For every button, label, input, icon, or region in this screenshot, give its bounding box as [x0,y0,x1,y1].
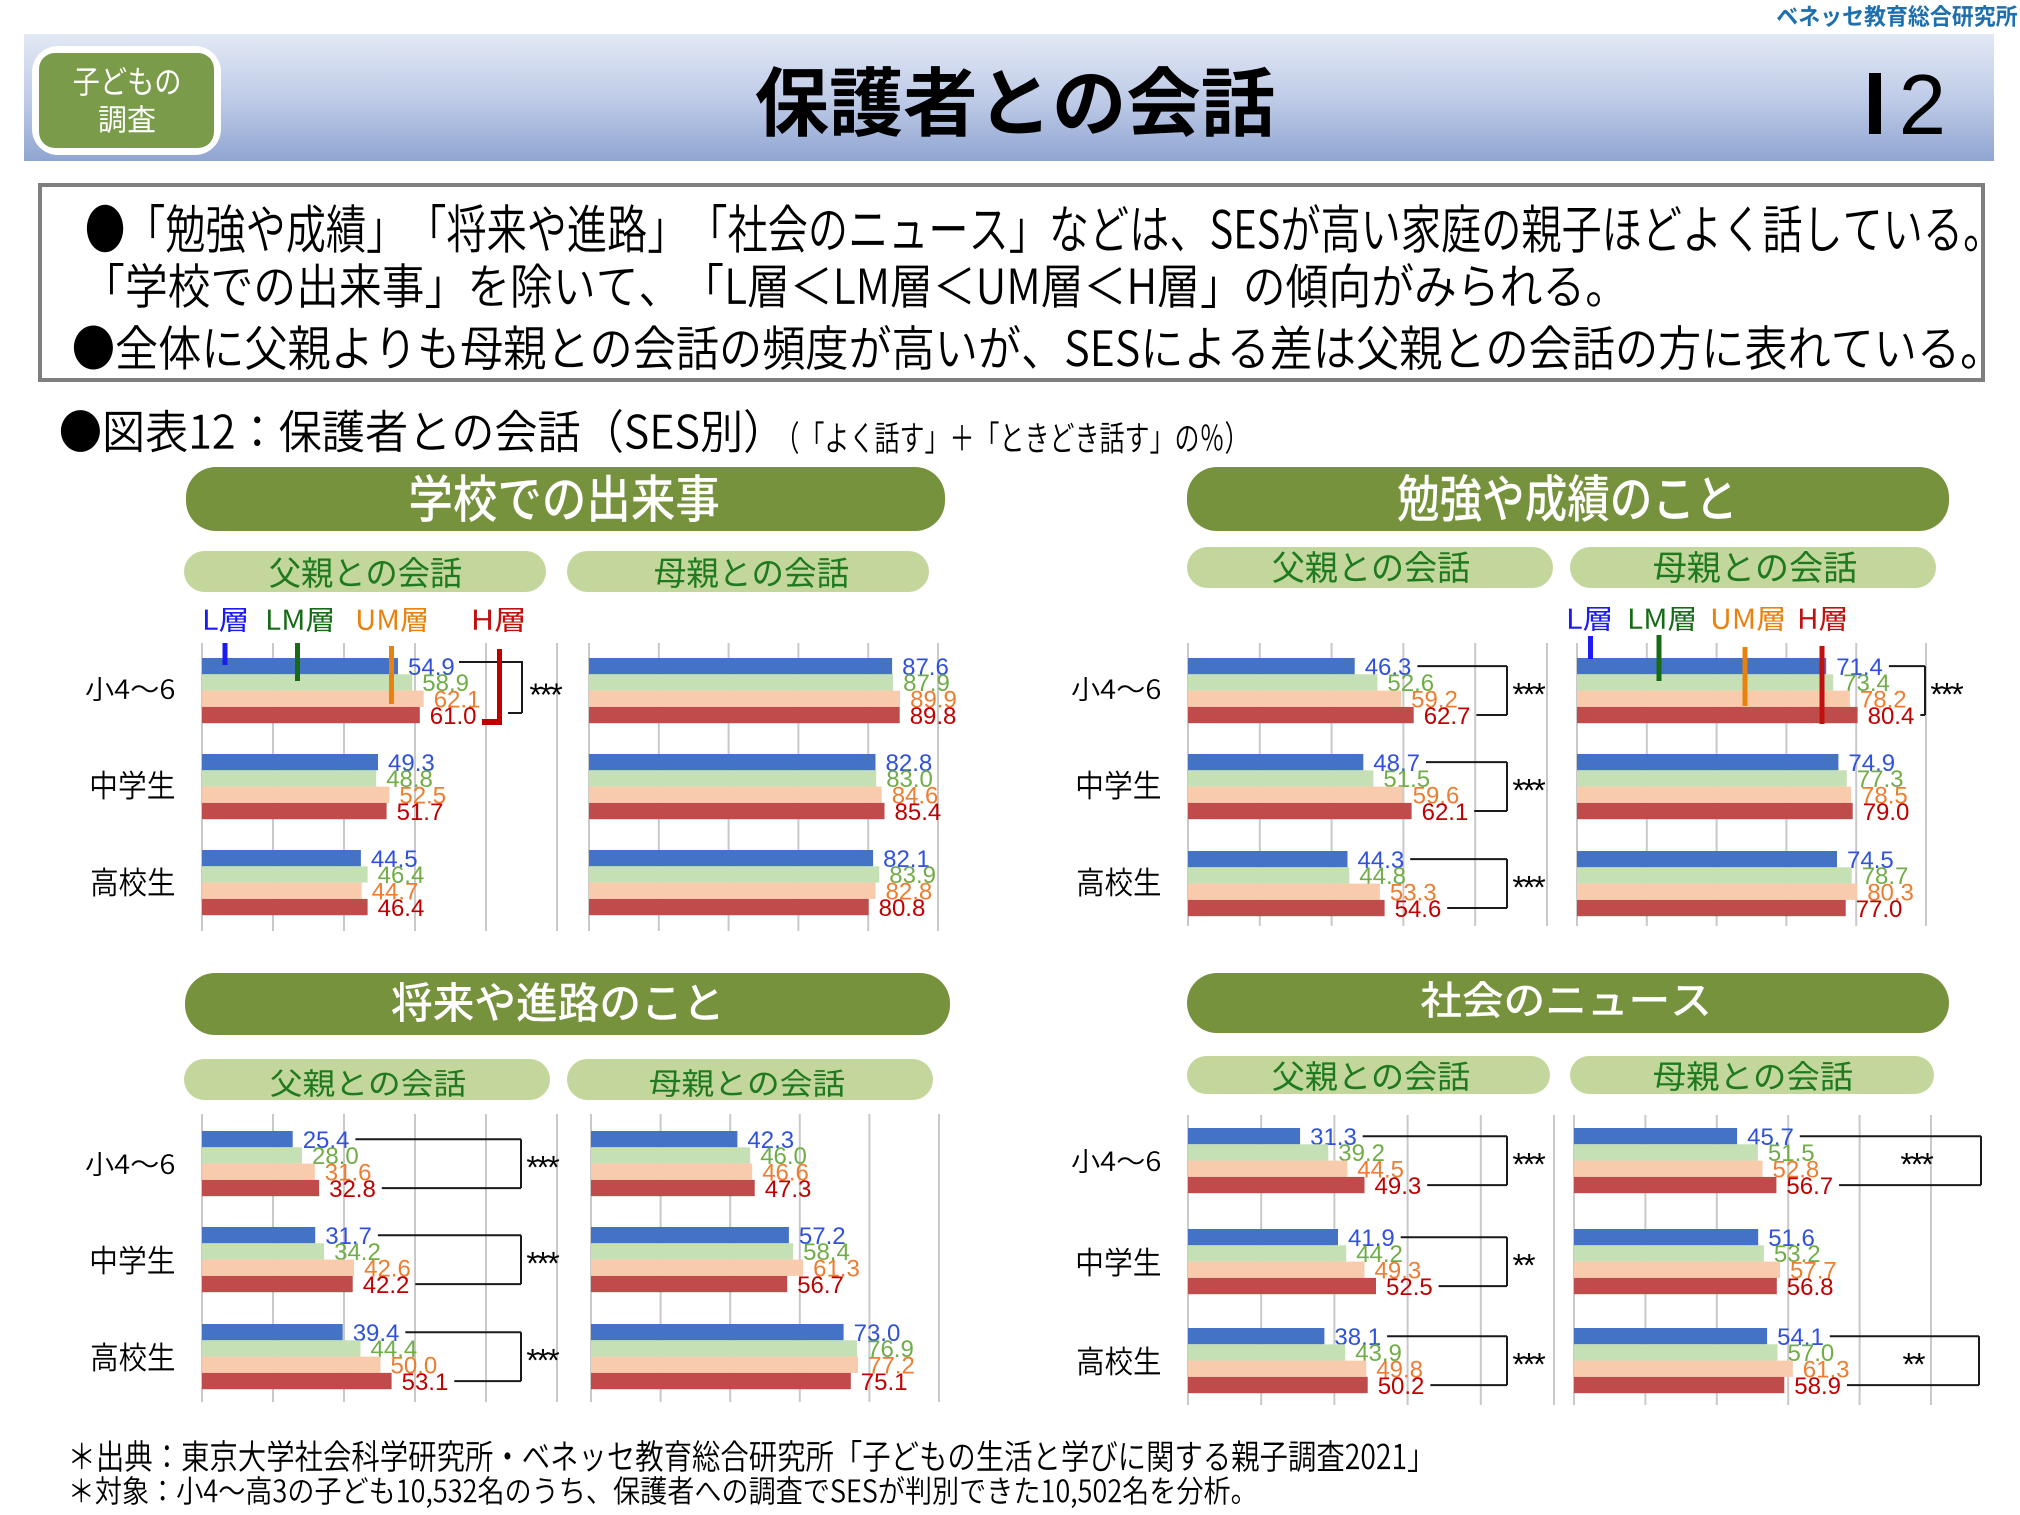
svg-text:77.0: 77.0 [1856,896,1903,923]
svg-text:53.3: 53.3 [1390,880,1437,907]
svg-text:54.9: 54.9 [408,654,455,681]
svg-text:53.2: 53.2 [1774,1241,1821,1268]
svg-text:32.8: 32.8 [329,1176,376,1203]
svg-text:61.3: 61.3 [1803,1357,1850,1384]
svg-text:42.3: 42.3 [747,1127,794,1154]
svg-text:82.1: 82.1 [883,846,930,873]
svg-text:51.7: 51.7 [397,799,444,826]
svg-text:57.0: 57.0 [1788,1340,1835,1367]
svg-text:49.3: 49.3 [388,750,435,777]
svg-text:***: *** [529,677,562,713]
svg-text:56.7: 56.7 [797,1272,844,1299]
svg-text:80.8: 80.8 [879,895,926,922]
svg-text:56.8: 56.8 [1787,1274,1834,1301]
svg-text:62.7: 62.7 [1424,703,1471,730]
svg-text:***: *** [1930,677,1963,713]
svg-text:50.2: 50.2 [1378,1373,1425,1400]
svg-text:51.6: 51.6 [1768,1225,1815,1252]
svg-text:58.9: 58.9 [422,670,469,697]
svg-text:80.4: 80.4 [1868,703,1915,730]
svg-text:62.1: 62.1 [1422,799,1469,826]
svg-text:2: 2 [1899,58,1946,153]
svg-text:62.1: 62.1 [434,687,481,714]
svg-text:82.8: 82.8 [886,750,933,777]
svg-text:87.9: 87.9 [903,670,950,697]
svg-text:58.9: 58.9 [1794,1373,1841,1400]
svg-text:46.4: 46.4 [378,895,425,922]
svg-text:51.5: 51.5 [1768,1140,1815,1167]
svg-text:61.3: 61.3 [813,1256,860,1283]
svg-text:**: ** [1513,1248,1535,1284]
svg-text:***: *** [1512,773,1545,809]
svg-text:83.0: 83.0 [886,766,933,793]
svg-text:73.0: 73.0 [854,1320,901,1347]
svg-text:***: *** [526,1343,559,1379]
svg-text:74.5: 74.5 [1847,847,1894,874]
svg-text:76.9: 76.9 [867,1336,914,1363]
svg-text:77.2: 77.2 [868,1353,915,1380]
svg-text:85.4: 85.4 [895,799,942,826]
svg-text:54.6: 54.6 [1395,896,1442,923]
svg-text:28.0: 28.0 [312,1143,359,1170]
svg-text:82.8: 82.8 [886,879,933,906]
svg-text:44.3: 44.3 [1358,847,1405,874]
svg-text:57.2: 57.2 [799,1223,846,1250]
svg-text:74.9: 74.9 [1848,750,1895,777]
svg-text:42.2: 42.2 [363,1272,410,1299]
svg-text:87.6: 87.6 [902,654,949,681]
svg-text:**: ** [1903,1347,1925,1383]
svg-text:47.3: 47.3 [765,1176,812,1203]
svg-text:53.1: 53.1 [402,1369,449,1396]
svg-text:25.4: 25.4 [303,1127,350,1154]
svg-text:50.0: 50.0 [391,1353,438,1380]
svg-text:77.3: 77.3 [1857,766,1904,793]
svg-text:49.8: 49.8 [1376,1357,1423,1384]
svg-text:52.5: 52.5 [399,783,446,810]
svg-text:83.9: 83.9 [889,862,936,889]
svg-text:48.8: 48.8 [386,766,433,793]
svg-text:***: *** [526,1150,559,1186]
svg-text:61.0: 61.0 [430,703,477,730]
svg-text:31.6: 31.6 [325,1160,372,1187]
svg-text:***: *** [1512,1147,1545,1183]
svg-text:79.0: 79.0 [1863,799,1910,826]
svg-text:***: *** [1900,1147,1933,1183]
svg-text:71.4: 71.4 [1836,654,1883,681]
svg-text:73.4: 73.4 [1843,670,1890,697]
svg-text:***: *** [1512,1347,1545,1383]
svg-text:84.6: 84.6 [892,783,939,810]
svg-text:52.5: 52.5 [1386,1274,1433,1301]
svg-text:58.4: 58.4 [803,1239,850,1266]
svg-text:44.5: 44.5 [371,846,418,873]
svg-text:***: *** [1512,870,1545,906]
svg-text:59.2: 59.2 [1411,687,1458,714]
svg-text:44.5: 44.5 [1357,1157,1404,1184]
svg-text:46.6: 46.6 [762,1160,809,1187]
svg-text:78.7: 78.7 [1862,863,1909,890]
svg-text:46.4: 46.4 [378,862,425,889]
svg-text:49.3: 49.3 [1375,1258,1422,1285]
svg-text:56.7: 56.7 [1786,1173,1833,1200]
svg-text:42.6: 42.6 [364,1256,411,1283]
svg-text:46.0: 46.0 [760,1143,807,1170]
svg-text:***: *** [526,1246,559,1282]
svg-text:44.7: 44.7 [372,879,419,906]
svg-text:80.3: 80.3 [1867,880,1914,907]
svg-text:59.6: 59.6 [1413,783,1460,810]
svg-text:54.1: 54.1 [1777,1324,1824,1351]
svg-text:78.2: 78.2 [1860,687,1907,714]
svg-text:89.8: 89.8 [910,703,957,730]
svg-text:78.5: 78.5 [1861,783,1908,810]
svg-text:57.7: 57.7 [1790,1258,1837,1285]
svg-text:48.7: 48.7 [1373,750,1420,777]
svg-text:89.9: 89.9 [910,687,957,714]
svg-text:52.8: 52.8 [1773,1157,1820,1184]
svg-text:31.7: 31.7 [325,1223,372,1250]
svg-text:49.3: 49.3 [1375,1173,1422,1200]
svg-text:41.9: 41.9 [1348,1225,1395,1252]
svg-text:75.1: 75.1 [861,1369,908,1396]
svg-text:***: *** [1512,677,1545,713]
